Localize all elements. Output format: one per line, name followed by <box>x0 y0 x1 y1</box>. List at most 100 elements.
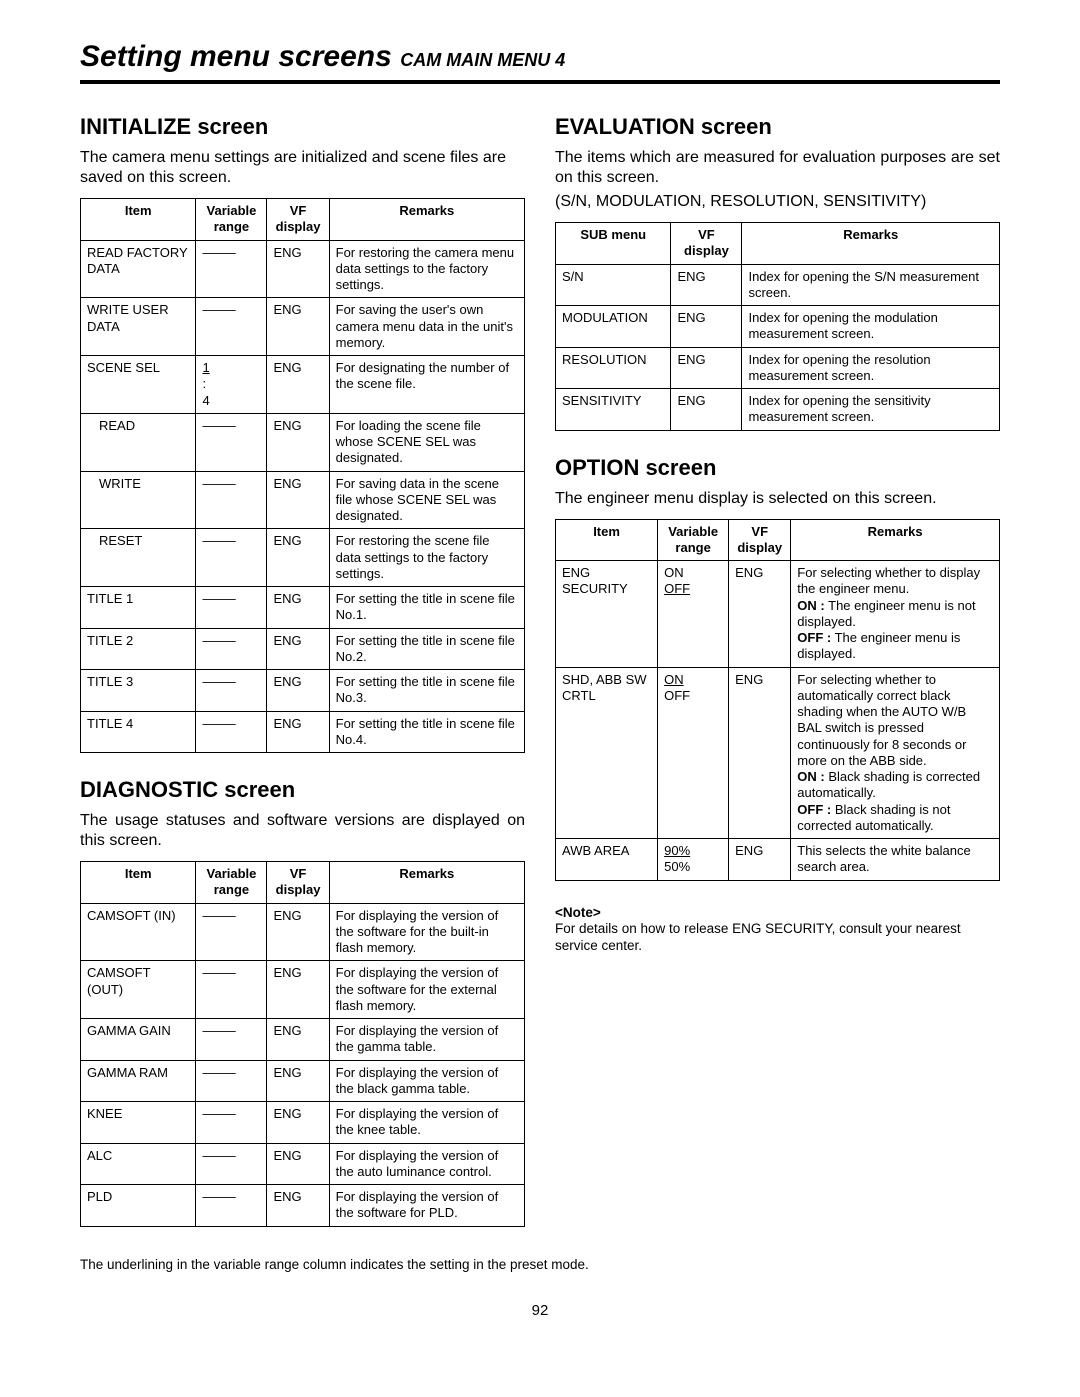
cell-range: ——– <box>196 1185 267 1227</box>
table-row: SCENE SEL1:4ENGFor designating the numbe… <box>81 356 525 414</box>
cell-vf: ENG <box>729 561 791 668</box>
table-row: KNEE——–ENGFor displaying the version of … <box>81 1102 525 1144</box>
cell-item: GAMMA RAM <box>81 1060 196 1102</box>
cell-vf: ENG <box>267 298 329 356</box>
cell-range: ——– <box>196 298 267 356</box>
cell-item: KNEE <box>81 1102 196 1144</box>
cell-vf: ENG <box>267 628 329 670</box>
cell-range: ——– <box>196 587 267 629</box>
content-columns: INITIALIZE screen The camera menu settin… <box>80 114 1000 1251</box>
cell-vf: ENG <box>267 1060 329 1102</box>
cell-item: TITLE 4 <box>81 711 196 753</box>
option-heading: OPTION screen <box>555 455 1000 481</box>
cell-item: SHD, ABB SW CRTL <box>556 667 658 839</box>
cell-vf: ENG <box>671 389 742 431</box>
cell-vf: ENG <box>267 1143 329 1185</box>
cell-item: ALC <box>81 1143 196 1185</box>
cell-remarks: Index for opening the S/N measurement sc… <box>742 264 1000 306</box>
cell-vf: ENG <box>671 264 742 306</box>
cell-vf: ENG <box>267 587 329 629</box>
cell-vf: ENG <box>671 306 742 348</box>
table-row: CAMSOFT (IN)——–ENGFor displaying the ver… <box>81 903 525 961</box>
cell-item: ENG SECURITY <box>556 561 658 668</box>
cell-sub: SENSITIVITY <box>556 389 671 431</box>
cell-item: TITLE 2 <box>81 628 196 670</box>
cell-remarks: For saving the user's own camera menu da… <box>329 298 524 356</box>
cell-vf: ENG <box>267 471 329 529</box>
cell-item: WRITE <box>81 471 196 529</box>
cell-vf: ENG <box>267 711 329 753</box>
col-remarks: Remarks <box>329 199 524 241</box>
cell-range: 90%50% <box>658 839 729 881</box>
note-label: <Note> <box>555 905 1000 920</box>
cell-vf: ENG <box>267 413 329 471</box>
col-item: Item <box>81 199 196 241</box>
table-row: SHD, ABB SW CRTLONOFFENGFor selecting wh… <box>556 667 1000 839</box>
cell-item: PLD <box>81 1185 196 1227</box>
diagnostic-desc: The usage statuses and software versions… <box>80 811 525 851</box>
cell-range: ——– <box>196 471 267 529</box>
cell-vf: ENG <box>267 1102 329 1144</box>
cell-remarks: For displaying the version of the auto l… <box>329 1143 524 1185</box>
cell-remarks: For displaying the version of the black … <box>329 1060 524 1102</box>
cell-remarks: For displaying the version of the softwa… <box>329 961 524 1019</box>
cell-sub: RESOLUTION <box>556 347 671 389</box>
table-row: WRITE——–ENGFor saving data in the scene … <box>81 471 525 529</box>
col-range: Variable range <box>196 199 267 241</box>
cell-range: ——– <box>196 413 267 471</box>
col-range: Variable range <box>196 862 267 904</box>
cell-remarks: For selecting whether to display the eng… <box>791 561 1000 668</box>
left-column: INITIALIZE screen The camera menu settin… <box>80 114 525 1251</box>
table-row: READ FACTORY DATA——–ENGFor restoring the… <box>81 240 525 298</box>
cell-item: AWB AREA <box>556 839 658 881</box>
cell-vf: ENG <box>267 240 329 298</box>
cell-item: RESET <box>81 529 196 587</box>
cell-range: ——– <box>196 240 267 298</box>
cell-item: TITLE 1 <box>81 587 196 629</box>
cell-remarks: For selecting whether to automatically c… <box>791 667 1000 839</box>
table-row: READ——–ENGFor loading the scene file who… <box>81 413 525 471</box>
cell-range: ——– <box>196 1102 267 1144</box>
cell-remarks: For restoring the camera menu data setti… <box>329 240 524 298</box>
cell-remarks: For designating the number of the scene … <box>329 356 524 414</box>
cell-item: CAMSOFT (IN) <box>81 903 196 961</box>
col-sub: SUB menu <box>556 223 671 265</box>
cell-range: ——– <box>196 961 267 1019</box>
cell-vf: ENG <box>671 347 742 389</box>
table-row: SENSITIVITYENGIndex for opening the sens… <box>556 389 1000 431</box>
cell-remarks: For displaying the version of the gamma … <box>329 1019 524 1061</box>
cell-range: 1:4 <box>196 356 267 414</box>
table-row: ENG SECURITYONOFFENGFor selecting whethe… <box>556 561 1000 668</box>
cell-item: SCENE SEL <box>81 356 196 414</box>
col-item: Item <box>556 519 658 561</box>
cell-remarks: For setting the title in scene file No.2… <box>329 628 524 670</box>
cell-vf: ENG <box>267 1019 329 1061</box>
table-row: MODULATIONENGIndex for opening the modul… <box>556 306 1000 348</box>
col-vf: VF display <box>267 862 329 904</box>
right-column: EVALUATION screen The items which are me… <box>555 114 1000 1251</box>
table-header-row: SUB menu VF display Remarks <box>556 223 1000 265</box>
cell-item: TITLE 3 <box>81 670 196 712</box>
table-row: TITLE 1——–ENGFor setting the title in sc… <box>81 587 525 629</box>
col-vf: VF display <box>671 223 742 265</box>
table-header-row: Item Variable range VF display Remarks <box>81 199 525 241</box>
table-row: RESOLUTIONENGIndex for opening the resol… <box>556 347 1000 389</box>
cell-range: ONOFF <box>658 561 729 668</box>
sub-title: CAM MAIN MENU 4 <box>400 50 565 70</box>
cell-remarks: Index for opening the resolution measure… <box>742 347 1000 389</box>
cell-item: GAMMA GAIN <box>81 1019 196 1061</box>
col-vf: VF display <box>729 519 791 561</box>
cell-item: CAMSOFT (OUT) <box>81 961 196 1019</box>
cell-item: WRITE USER DATA <box>81 298 196 356</box>
col-remarks: Remarks <box>791 519 1000 561</box>
evaluation-heading: EVALUATION screen <box>555 114 1000 140</box>
option-table: Item Variable range VF display Remarks E… <box>555 519 1000 881</box>
cell-remarks: For displaying the version of the knee t… <box>329 1102 524 1144</box>
table-row: GAMMA GAIN——–ENGFor displaying the versi… <box>81 1019 525 1061</box>
cell-remarks: For saving data in the scene file whose … <box>329 471 524 529</box>
cell-vf: ENG <box>267 903 329 961</box>
option-desc: The engineer menu display is selected on… <box>555 489 1000 509</box>
col-item: Item <box>81 862 196 904</box>
page-header: Setting menu screens CAM MAIN MENU 4 <box>80 40 1000 84</box>
col-vf: VF display <box>267 199 329 241</box>
